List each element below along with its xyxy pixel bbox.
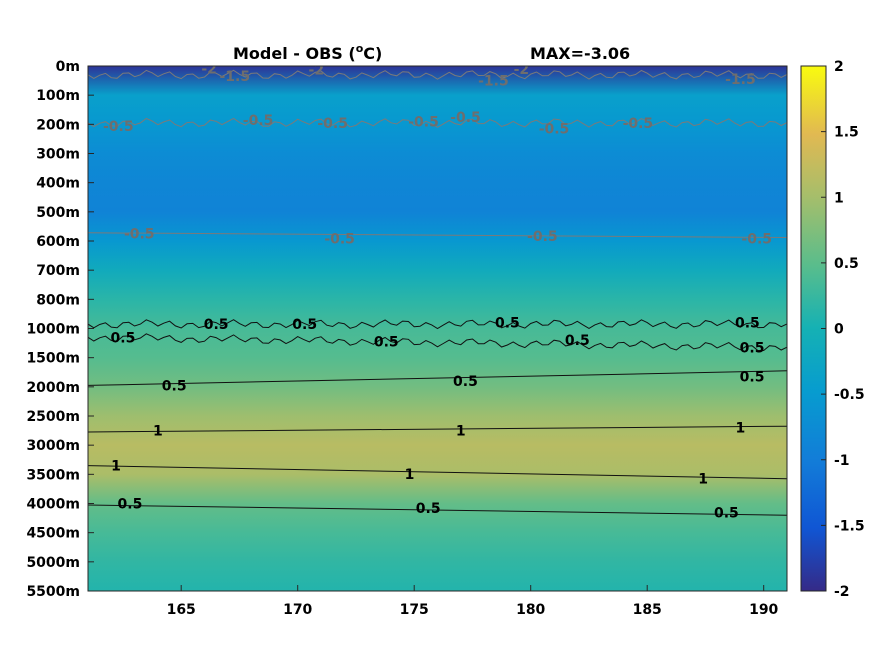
- colorbar-tick-label: 0: [834, 322, 844, 338]
- y-tick-label: 4000m: [26, 497, 80, 513]
- contour-label: -2: [514, 62, 530, 78]
- y-tick-label: 200m: [36, 117, 80, 133]
- y-tick-label: 2000m: [26, 380, 80, 396]
- y-tick-label: 3000m: [26, 438, 80, 454]
- contour-label: 0.5: [740, 370, 765, 386]
- y-tick-label: 400m: [36, 176, 80, 192]
- y-tick-label: 700m: [36, 263, 80, 279]
- colorbar-tick-label: -0.5: [834, 387, 865, 403]
- contour-line: [88, 370, 787, 386]
- y-tick-label: 1000m: [26, 322, 80, 338]
- contour-label: 1: [111, 459, 121, 475]
- contour-label: 0.5: [374, 335, 399, 351]
- y-tick-label: 0m: [56, 59, 80, 75]
- contour-label: 0.5: [495, 316, 520, 332]
- contour-label: -0.5: [317, 116, 348, 132]
- x-tick-label: 190: [749, 602, 778, 618]
- contour-label: -0.5: [450, 110, 481, 126]
- contour-label: -1.5: [219, 69, 250, 85]
- contour-label: 1: [456, 424, 466, 440]
- y-tick-label: 100m: [36, 88, 80, 104]
- contour-label: -1.5: [478, 74, 509, 90]
- colorbar: 2 1.5 1 0.5 0 -0.5 -1 -1.5 -2: [800, 59, 865, 600]
- contour-line: [88, 504, 787, 516]
- y-tick-label: 600m: [36, 234, 80, 250]
- colorbar-tick-label: 1: [834, 190, 844, 206]
- contour-label: -0.5: [623, 116, 654, 132]
- contour-label: 0.5: [565, 333, 590, 349]
- y-tick-label: 5000m: [26, 555, 80, 571]
- contour-line: [88, 232, 787, 238]
- contour-label: 0.5: [453, 374, 478, 390]
- contour-label: 0.5: [204, 317, 229, 333]
- plot-area: -2 -1.5 -2-1.5-2-1.5-0.5 -0.5 -0.5 -0.5 -0.5-0…: [87, 61, 788, 592]
- contour-line: [88, 319, 787, 330]
- contour-label: -0.5: [124, 227, 155, 243]
- contour-label: 1: [736, 421, 746, 437]
- contour-label: 0.5: [292, 317, 317, 333]
- contour-label: 1: [405, 467, 415, 483]
- contour-label: 0.5: [416, 501, 441, 517]
- contour-label: 1: [153, 424, 163, 440]
- y-tick-label: 500m: [36, 205, 80, 221]
- contour-label: -0.5: [408, 114, 439, 130]
- x-tick-label: 165: [167, 602, 196, 618]
- contour-line: [88, 117, 787, 128]
- contour-label: -1.5: [725, 72, 756, 88]
- contour-label: -0.5: [527, 229, 558, 245]
- colorbar-tick-label: 0.5: [834, 256, 859, 272]
- colorbar-tick-label: -1.5: [834, 518, 865, 534]
- contour-line: [88, 425, 787, 433]
- contour-label: -2: [201, 61, 217, 77]
- y-tick-label: 2500m: [26, 409, 80, 425]
- contour-label: -0.5: [243, 113, 274, 129]
- contour-label: -0.5: [324, 232, 355, 248]
- contour-label: -2: [309, 63, 325, 79]
- contour-lines: [88, 69, 787, 516]
- x-tick-label: 175: [400, 602, 429, 618]
- colorbar-ticks: 2 1.5 1 0.5 0 -0.5 -1 -1.5 -2: [821, 59, 865, 600]
- contour-label: -0.5: [741, 232, 772, 248]
- x-tick-label: 185: [633, 602, 662, 618]
- y-tick-label: 3500m: [26, 467, 80, 483]
- y-axis: 0m 100m 200m 300m 400m 500m 600m 700m 800m 1000m 1…: [26, 59, 94, 600]
- contour-line: [88, 69, 787, 80]
- contour-label: 0.5: [714, 505, 739, 521]
- y-tick-label: 1500m: [26, 351, 80, 367]
- contour-label: -0.5: [539, 122, 570, 138]
- contour-line: [88, 465, 787, 480]
- contour-label: 0.5: [118, 497, 143, 513]
- contour-label: 0.5: [162, 378, 187, 394]
- contour-line: [88, 333, 787, 351]
- contour-label: 0.5: [735, 316, 760, 332]
- x-tick-label: 170: [283, 602, 312, 618]
- contour-label: 0.5: [740, 340, 765, 356]
- contour-label: 0.5: [111, 330, 136, 346]
- colorbar-tick-label: 1.5: [834, 125, 859, 141]
- y-tick-label: 5500m: [26, 584, 80, 600]
- y-tick-label: 4500m: [26, 526, 80, 542]
- x-tick-label: 180: [516, 602, 545, 618]
- max-label: MAX=-3.06: [530, 44, 630, 63]
- y-tick-label: 800m: [36, 292, 80, 308]
- colorbar-tick-label: 2: [834, 59, 844, 75]
- y-tick-label: 300m: [36, 147, 80, 163]
- contour-label: -0.5: [103, 119, 134, 135]
- chart-title: Model - OBS (oC): [233, 42, 382, 63]
- contour-labels: -2 -1.5 -2-1.5-2-1.5-0.5 -0.5 -0.5 -0.5 -0.5-0…: [103, 61, 772, 521]
- contour-label: 1: [698, 472, 708, 488]
- colorbar-tick-label: -2: [834, 584, 850, 600]
- colorbar-tick-label: -1: [834, 453, 850, 469]
- x-axis: 165 170 175 180 185 190: [167, 585, 779, 618]
